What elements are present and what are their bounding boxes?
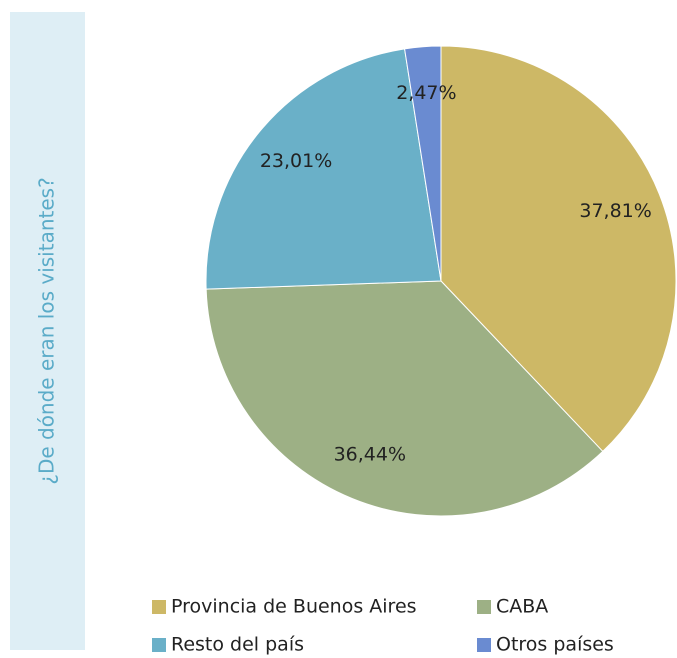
legend-swatch (477, 638, 491, 652)
chart-title: ¿De dónde eran los visitantes? (35, 177, 59, 484)
data-label: 23,01% (260, 150, 332, 172)
legend-label: Otros países (496, 634, 614, 656)
legend-swatch (152, 638, 166, 652)
legend-label: Resto del país (171, 634, 304, 656)
pie-slice (205, 48, 442, 290)
legend-swatch (152, 600, 166, 614)
data-label: 2,47% (396, 82, 456, 104)
pie-slice (440, 45, 677, 453)
legend-label: CABA (496, 596, 548, 618)
legend-label: Provincia de Buenos Aires (171, 596, 417, 618)
pie-slice (404, 45, 442, 282)
data-label: 36,44% (334, 443, 406, 465)
legend-swatch (477, 600, 491, 614)
pie-slice (205, 280, 604, 517)
title-panel (10, 12, 85, 650)
data-label: 37,81% (579, 200, 651, 222)
